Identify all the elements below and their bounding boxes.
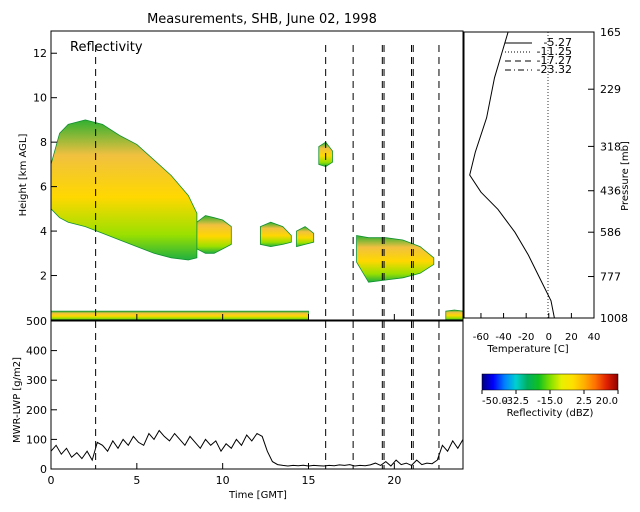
lwp-ytick-label-5: 500 — [26, 315, 47, 328]
pressure-tick-label-2: 318 — [600, 140, 621, 153]
temperature-tick-label-1: -40 — [495, 332, 511, 343]
temperature-tick-label-5: 40 — [588, 332, 601, 343]
echo-region-6 — [50, 310, 309, 321]
pressure-tick-label-0: 165 — [600, 26, 621, 39]
reflectivity-y-ticks: 2 4 6 8 10 12 — [33, 47, 57, 283]
echo-region-3 — [296, 226, 315, 248]
pressure-tick-label-1: 229 — [600, 83, 621, 96]
reflectivity-y-axis-label: Height [km AGL] — [18, 134, 29, 217]
pressure-tick-label-3: 436 — [600, 185, 621, 198]
reflectivity-panel: 2 4 6 8 10 12 Reflectivity Height [km AGL] — [18, 30, 464, 321]
reflectivity-plot-frame — [50, 30, 464, 321]
colorbar-label: Reflectivity (dBZ) — [507, 408, 594, 419]
temperature-plot-frame — [463, 31, 595, 319]
temperature-x-axis-label: Temperature [C] — [486, 344, 568, 355]
reflectivity-x-ticks — [50, 314, 395, 320]
lwp-ytick-label-4: 400 — [26, 345, 47, 358]
colorbar-tick-label-0: -50.0 — [482, 396, 508, 407]
lwp-ytick-label-2: 200 — [26, 404, 47, 417]
refl-ytick-label-0: 2 — [40, 270, 47, 283]
colorbar-tick-label-1: -32.5 — [503, 396, 529, 407]
refl-ytick-label-1: 4 — [40, 225, 47, 238]
event-dashed-lines — [95, 45, 440, 320]
lwp-ytick-label-3: 300 — [26, 374, 47, 387]
temperature-ticks: -60 -40 -20 0 20 40 — [473, 313, 601, 343]
echo-region-4 — [356, 235, 435, 283]
lwp-x-axis-label: Time [GMT] — [228, 490, 287, 501]
refl-ytick-label-2: 6 — [40, 181, 47, 194]
legend-label-0: -5.27 — [544, 36, 572, 49]
colorbar: -50.0-32.5 -15.0 2.5 20.0 Reflectivity (dBZ… — [481, 373, 619, 419]
echo-region-2 — [260, 221, 292, 248]
lwp-xtick-label-4: 20 — [387, 474, 401, 487]
pressure-y-axis-label: Pressure [mb] — [620, 141, 631, 211]
temperature-legend: -5.27-11.25-17.27-23.32 — [505, 36, 572, 76]
legend-label-3: -23.32 — [537, 63, 572, 76]
echo-region-0 — [50, 119, 198, 261]
temperature-series-line — [469, 31, 555, 319]
colorbar-tick-label-4: 20.0 — [596, 396, 618, 407]
lwp-xtick-label-2: 10 — [216, 474, 230, 487]
figure-title: Measurements, SHB, June 02, 1998 — [147, 12, 377, 27]
pressure-tick-label-4: 586 — [600, 226, 621, 239]
lwp-y-axis-label: MWR-LWP [g/m2] — [12, 357, 23, 443]
legend-label-1: -11.25 — [537, 45, 572, 58]
reflectivity-annotation: Reflectivity — [70, 40, 143, 55]
colorbar-tick-label-3: 2.5 — [576, 396, 592, 407]
pressure-ticks: 165 229 318 436 586 777 1008 — [588, 26, 628, 325]
refl-ytick-label-5: 12 — [33, 47, 47, 60]
lwp-xtick-label-1: 5 — [133, 474, 140, 487]
temperature-tick-label-3: 0 — [546, 332, 552, 343]
echo-region-7 — [445, 309, 464, 321]
lwp-panel: 0 100 200 300 400 500 0 5 10 15 20 MWR-LWP [g/m2]… — [12, 315, 464, 501]
temperature-tick-label-2: -20 — [518, 332, 534, 343]
temperature-tick-label-0: -60 — [473, 332, 489, 343]
lwp-x-ticks: 0 5 10 15 20 — [48, 463, 401, 487]
temperature-profile-panel: -5.27-11.25-17.27-23.32 165 229 318 436 586 7… — [463, 26, 631, 355]
legend-label-2: -17.27 — [537, 54, 572, 67]
lwp-plot-frame — [50, 320, 464, 470]
lwp-dashed-lines — [95, 321, 440, 469]
pressure-tick-label-5: 777 — [600, 271, 621, 284]
lwp-y-ticks: 0 100 200 300 400 500 — [26, 315, 57, 476]
colorbar-gradient — [481, 373, 619, 391]
lwp-ytick-label-0: 0 — [40, 463, 47, 476]
lwp-ytick-label-1: 100 — [26, 433, 47, 446]
lwp-xtick-label-3: 15 — [302, 474, 316, 487]
colorbar-tick-label-2: -15.0 — [537, 396, 563, 407]
temperature-tick-label-4: 20 — [565, 332, 578, 343]
colorbar-ticks: -50.0-32.5 -15.0 2.5 20.0 — [481, 390, 619, 407]
refl-ytick-label-4: 10 — [33, 92, 47, 105]
lwp-series-line — [50, 429, 464, 467]
reflectivity-echoes — [50, 119, 464, 321]
refl-ytick-label-3: 8 — [40, 136, 47, 149]
echo-region-1 — [196, 215, 232, 254]
pressure-tick-label-6: 1008 — [600, 312, 628, 325]
lwp-xtick-label-0: 0 — [48, 474, 55, 487]
